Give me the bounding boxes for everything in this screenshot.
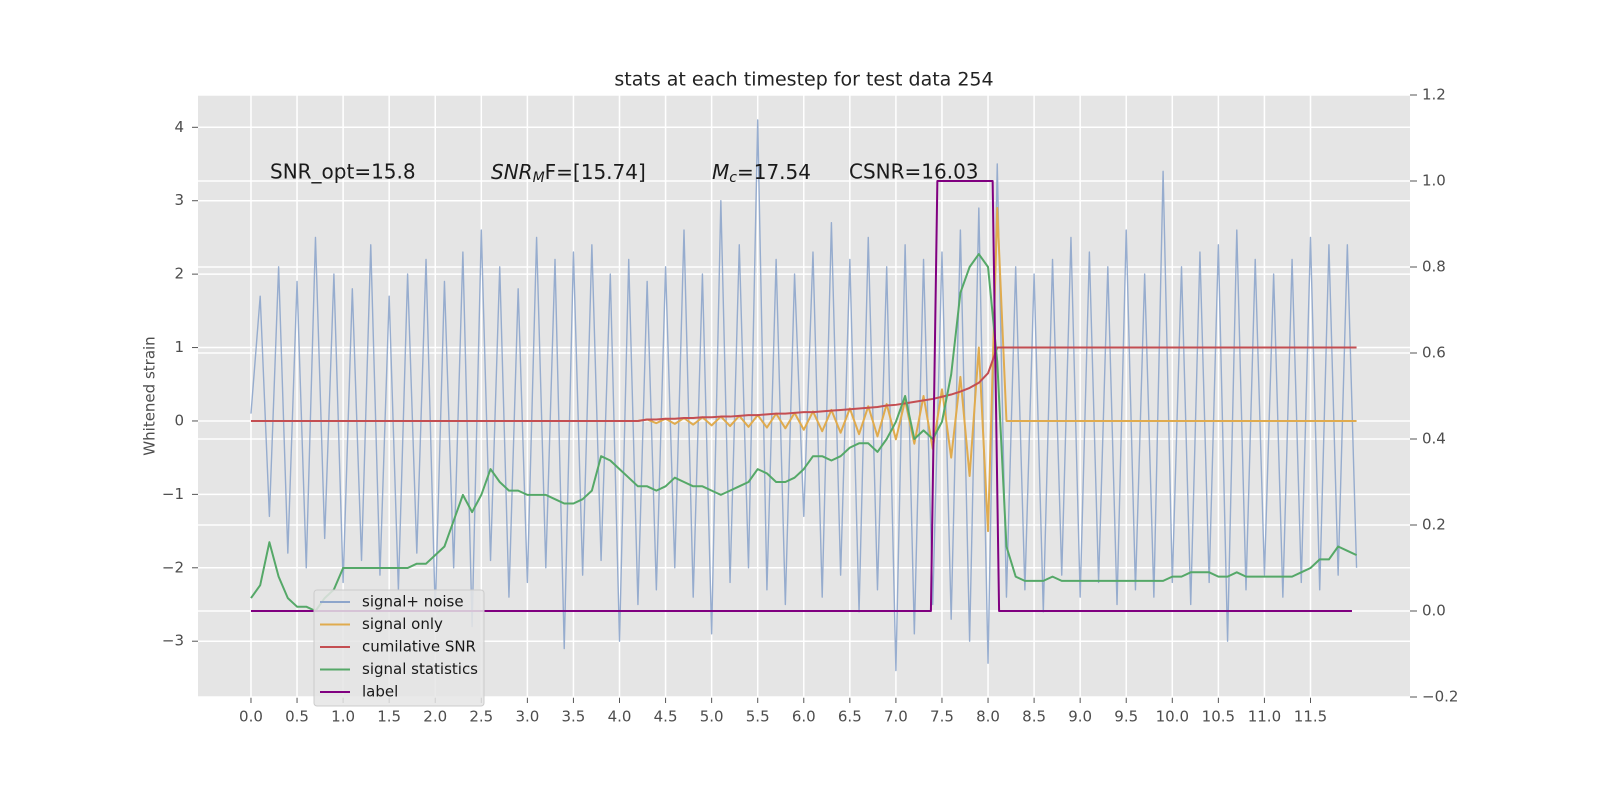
legend-label: signal statistics	[362, 660, 478, 678]
x-tick-label: 11.0	[1248, 708, 1281, 726]
overlay: SNR_opt=15.8 SNRMF=[15.74] Mc=17.54 CSNR=16…	[270, 160, 979, 707]
x-tick-label: 1.0	[331, 708, 355, 726]
series-line	[250, 346, 1357, 422]
y-tick-label: 1	[174, 338, 184, 356]
x-tick-label: 6.5	[838, 708, 862, 726]
legend-label: cumilative SNR	[362, 638, 476, 656]
legend-label: label	[362, 683, 398, 701]
y2-tick-label: −0.2	[1422, 688, 1458, 706]
x-tick-label: 9.0	[1068, 708, 1092, 726]
y-tick-label: 4	[174, 118, 184, 136]
x-tick-label: 10.0	[1156, 708, 1189, 726]
legend-box	[313, 589, 485, 707]
series-line	[250, 253, 1357, 612]
x-tick-label: 7.5	[930, 708, 954, 726]
x-tick-label: 0.5	[285, 708, 309, 726]
y-tick-label: 3	[174, 191, 184, 209]
y-axis-label: Whitened strain	[141, 336, 159, 455]
annotation-suffix: =17.54	[737, 160, 811, 184]
annotation: SNRMF=[15.74]	[491, 160, 646, 187]
x-tick-label: 3.0	[515, 708, 539, 726]
y-tick-label: −3	[162, 632, 184, 650]
series-line	[250, 180, 1352, 612]
y-tick-label: −2	[162, 558, 184, 576]
annotation-sub: c	[729, 170, 737, 186]
y2-tick-label: 0.2	[1422, 516, 1446, 534]
x-tick-label: 4.5	[654, 708, 678, 726]
y2-tick-label: 1.2	[1422, 86, 1446, 104]
x-tick-label: 9.5	[1114, 708, 1138, 726]
y2-tick-label: 0.0	[1422, 602, 1446, 620]
x-tick-label: 2.0	[423, 708, 447, 726]
x-tick-label: 0.0	[239, 708, 263, 726]
x-tick-label: 3.5	[562, 708, 586, 726]
annotation-base: M	[712, 160, 729, 184]
x-tick-label: 5.5	[746, 708, 770, 726]
x-tick-label: 8.5	[1022, 708, 1046, 726]
x-tick-label: 10.5	[1202, 708, 1235, 726]
legend-label: signal+ noise	[362, 593, 464, 611]
annotation: SNR_opt=15.8	[270, 160, 416, 184]
x-tick-label: 11.5	[1294, 708, 1327, 726]
y2-tick-label: 0.8	[1422, 258, 1446, 276]
annotation-suffix: F=[15.74]	[545, 160, 646, 184]
x-tick-label: 6.0	[792, 708, 816, 726]
y-tick-label: −1	[162, 485, 184, 503]
annotation-base: SNR	[491, 160, 533, 184]
chart-title: stats at each timestep for test data 254	[614, 69, 993, 91]
y2-tick-label: 1.0	[1422, 172, 1446, 190]
y-tick-label: 0	[174, 411, 184, 429]
annotation-sub: M	[533, 170, 545, 186]
y2-tick-label: 0.4	[1422, 430, 1446, 448]
y-tick-label: 2	[174, 265, 184, 283]
x-tick-label: 7.0	[884, 708, 908, 726]
x-tick-label: 5.0	[700, 708, 724, 726]
y2-tick-label: 0.6	[1422, 344, 1446, 362]
annotation: CSNR=16.03	[849, 160, 979, 184]
annotation: Mc=17.54	[712, 160, 811, 187]
legend: signal+ noise signal only cumilative SNR si…	[313, 589, 485, 707]
x-tick-label: 4.0	[608, 708, 632, 726]
x-tick-label: 1.5	[377, 708, 401, 726]
x-tick-label: 2.5	[469, 708, 493, 726]
legend-label: signal only	[362, 615, 443, 633]
x-tick-label: 8.0	[976, 708, 1000, 726]
